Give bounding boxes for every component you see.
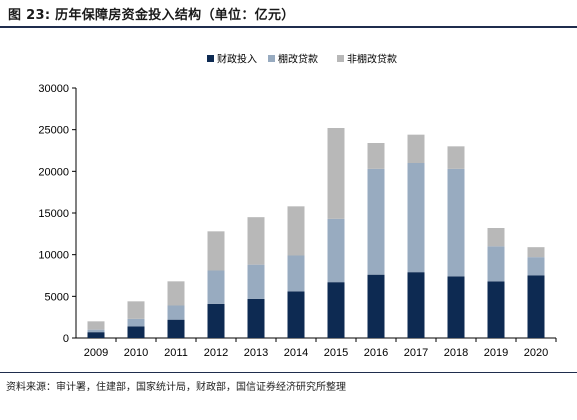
x-tick-label: 2020 [524, 347, 548, 359]
y-tick-label: 25000 [38, 125, 69, 137]
bar-shed-loan-2019 [487, 246, 505, 282]
bar-shed-loan-2017 [407, 163, 425, 273]
bar-shed-loan-2012 [207, 270, 225, 304]
bar-shed-loan-2020 [527, 257, 545, 276]
legend-label: 棚改贷款 [278, 53, 318, 66]
bar-shed-loan-2018 [447, 168, 465, 277]
legend-swatch [268, 55, 275, 62]
y-axis-labels: 0 5000 10000 15000 20000 25000 30000 [38, 83, 69, 345]
bar-series [87, 128, 545, 338]
y-tick-label: 5000 [45, 291, 69, 303]
bar-non-shed-loan-2013 [247, 217, 265, 265]
figure-title: 图 23: 历年保障房资金投入结构（单位：亿元） [8, 8, 295, 23]
x-tick-label: 2015 [324, 347, 348, 359]
footer-divider [0, 372, 577, 373]
bar-shed-loan-2016 [367, 168, 385, 275]
x-tick-label: 2013 [244, 347, 268, 359]
bar-shed-loan-2010 [127, 318, 145, 327]
stacked-bar-chart: 财政投入 棚改贷款 非棚改贷款 2009 2010 2011 2012 2013 2014 20… [38, 53, 557, 359]
y-tick-label: 20000 [38, 166, 69, 178]
x-tick-label: 2016 [364, 347, 388, 359]
bar-non-shed-loan-2012 [207, 231, 225, 271]
bar-non-shed-loan-2011 [167, 281, 185, 306]
bar-non-shed-loan-2015 [327, 128, 345, 219]
chart-axes [72, 87, 557, 342]
legend-label: 财政投入 [217, 53, 257, 66]
bar-fiscal-2015 [327, 282, 345, 338]
bar-non-shed-loan-2010 [127, 301, 145, 319]
bar-fiscal-2009 [87, 332, 105, 338]
bar-fiscal-2020 [527, 275, 545, 338]
x-tick-label: 2019 [484, 347, 508, 359]
bar-fiscal-2011 [167, 319, 185, 338]
bar-fiscal-2012 [207, 303, 225, 338]
legend-label: 非棚改贷款 [347, 53, 397, 66]
bar-shed-loan-2015 [327, 218, 345, 283]
bar-fiscal-2014 [287, 291, 305, 338]
legend-swatch [337, 55, 344, 62]
bar-non-shed-loan-2009 [87, 321, 105, 330]
legend: 财政投入 棚改贷款 非棚改贷款 [207, 53, 397, 66]
legend-swatch [207, 55, 214, 62]
bar-fiscal-2018 [447, 276, 465, 338]
x-tick-label: 2017 [404, 347, 428, 359]
y-tick-label: 0 [63, 333, 69, 345]
bar-fiscal-2016 [367, 274, 385, 338]
x-axis-labels: 2009 2010 2011 2012 2013 2014 2015 2016 2017 2018… [84, 347, 548, 359]
x-tick-label: 2014 [284, 347, 308, 359]
bar-non-shed-loan-2020 [527, 247, 545, 258]
x-tick-label: 2010 [124, 347, 148, 359]
y-tick-label: 15000 [38, 208, 69, 220]
x-tick-label: 2018 [444, 347, 468, 359]
bar-fiscal-2010 [127, 326, 145, 338]
y-tick-label: 30000 [38, 83, 69, 95]
bar-fiscal-2017 [407, 272, 425, 338]
bar-shed-loan-2011 [167, 305, 185, 320]
x-tick-label: 2011 [164, 347, 188, 359]
bar-fiscal-2019 [487, 281, 505, 338]
x-tick-label: 2009 [84, 347, 108, 359]
x-tick-label: 2012 [204, 347, 228, 359]
source-note: 资料来源：审计署，住建部，国家统计局，财政部，国信证券经济研究所整理 [6, 382, 346, 393]
title-divider [0, 26, 577, 28]
bar-non-shed-loan-2018 [447, 146, 465, 169]
bar-shed-loan-2009 [87, 329, 105, 333]
bar-shed-loan-2013 [247, 264, 265, 299]
bar-non-shed-loan-2017 [407, 134, 425, 163]
y-tick-label: 10000 [38, 250, 69, 262]
bar-fiscal-2013 [247, 298, 265, 338]
bar-non-shed-loan-2014 [287, 206, 305, 256]
bar-non-shed-loan-2016 [367, 143, 385, 169]
bar-shed-loan-2014 [287, 255, 305, 292]
bar-non-shed-loan-2019 [487, 228, 505, 247]
